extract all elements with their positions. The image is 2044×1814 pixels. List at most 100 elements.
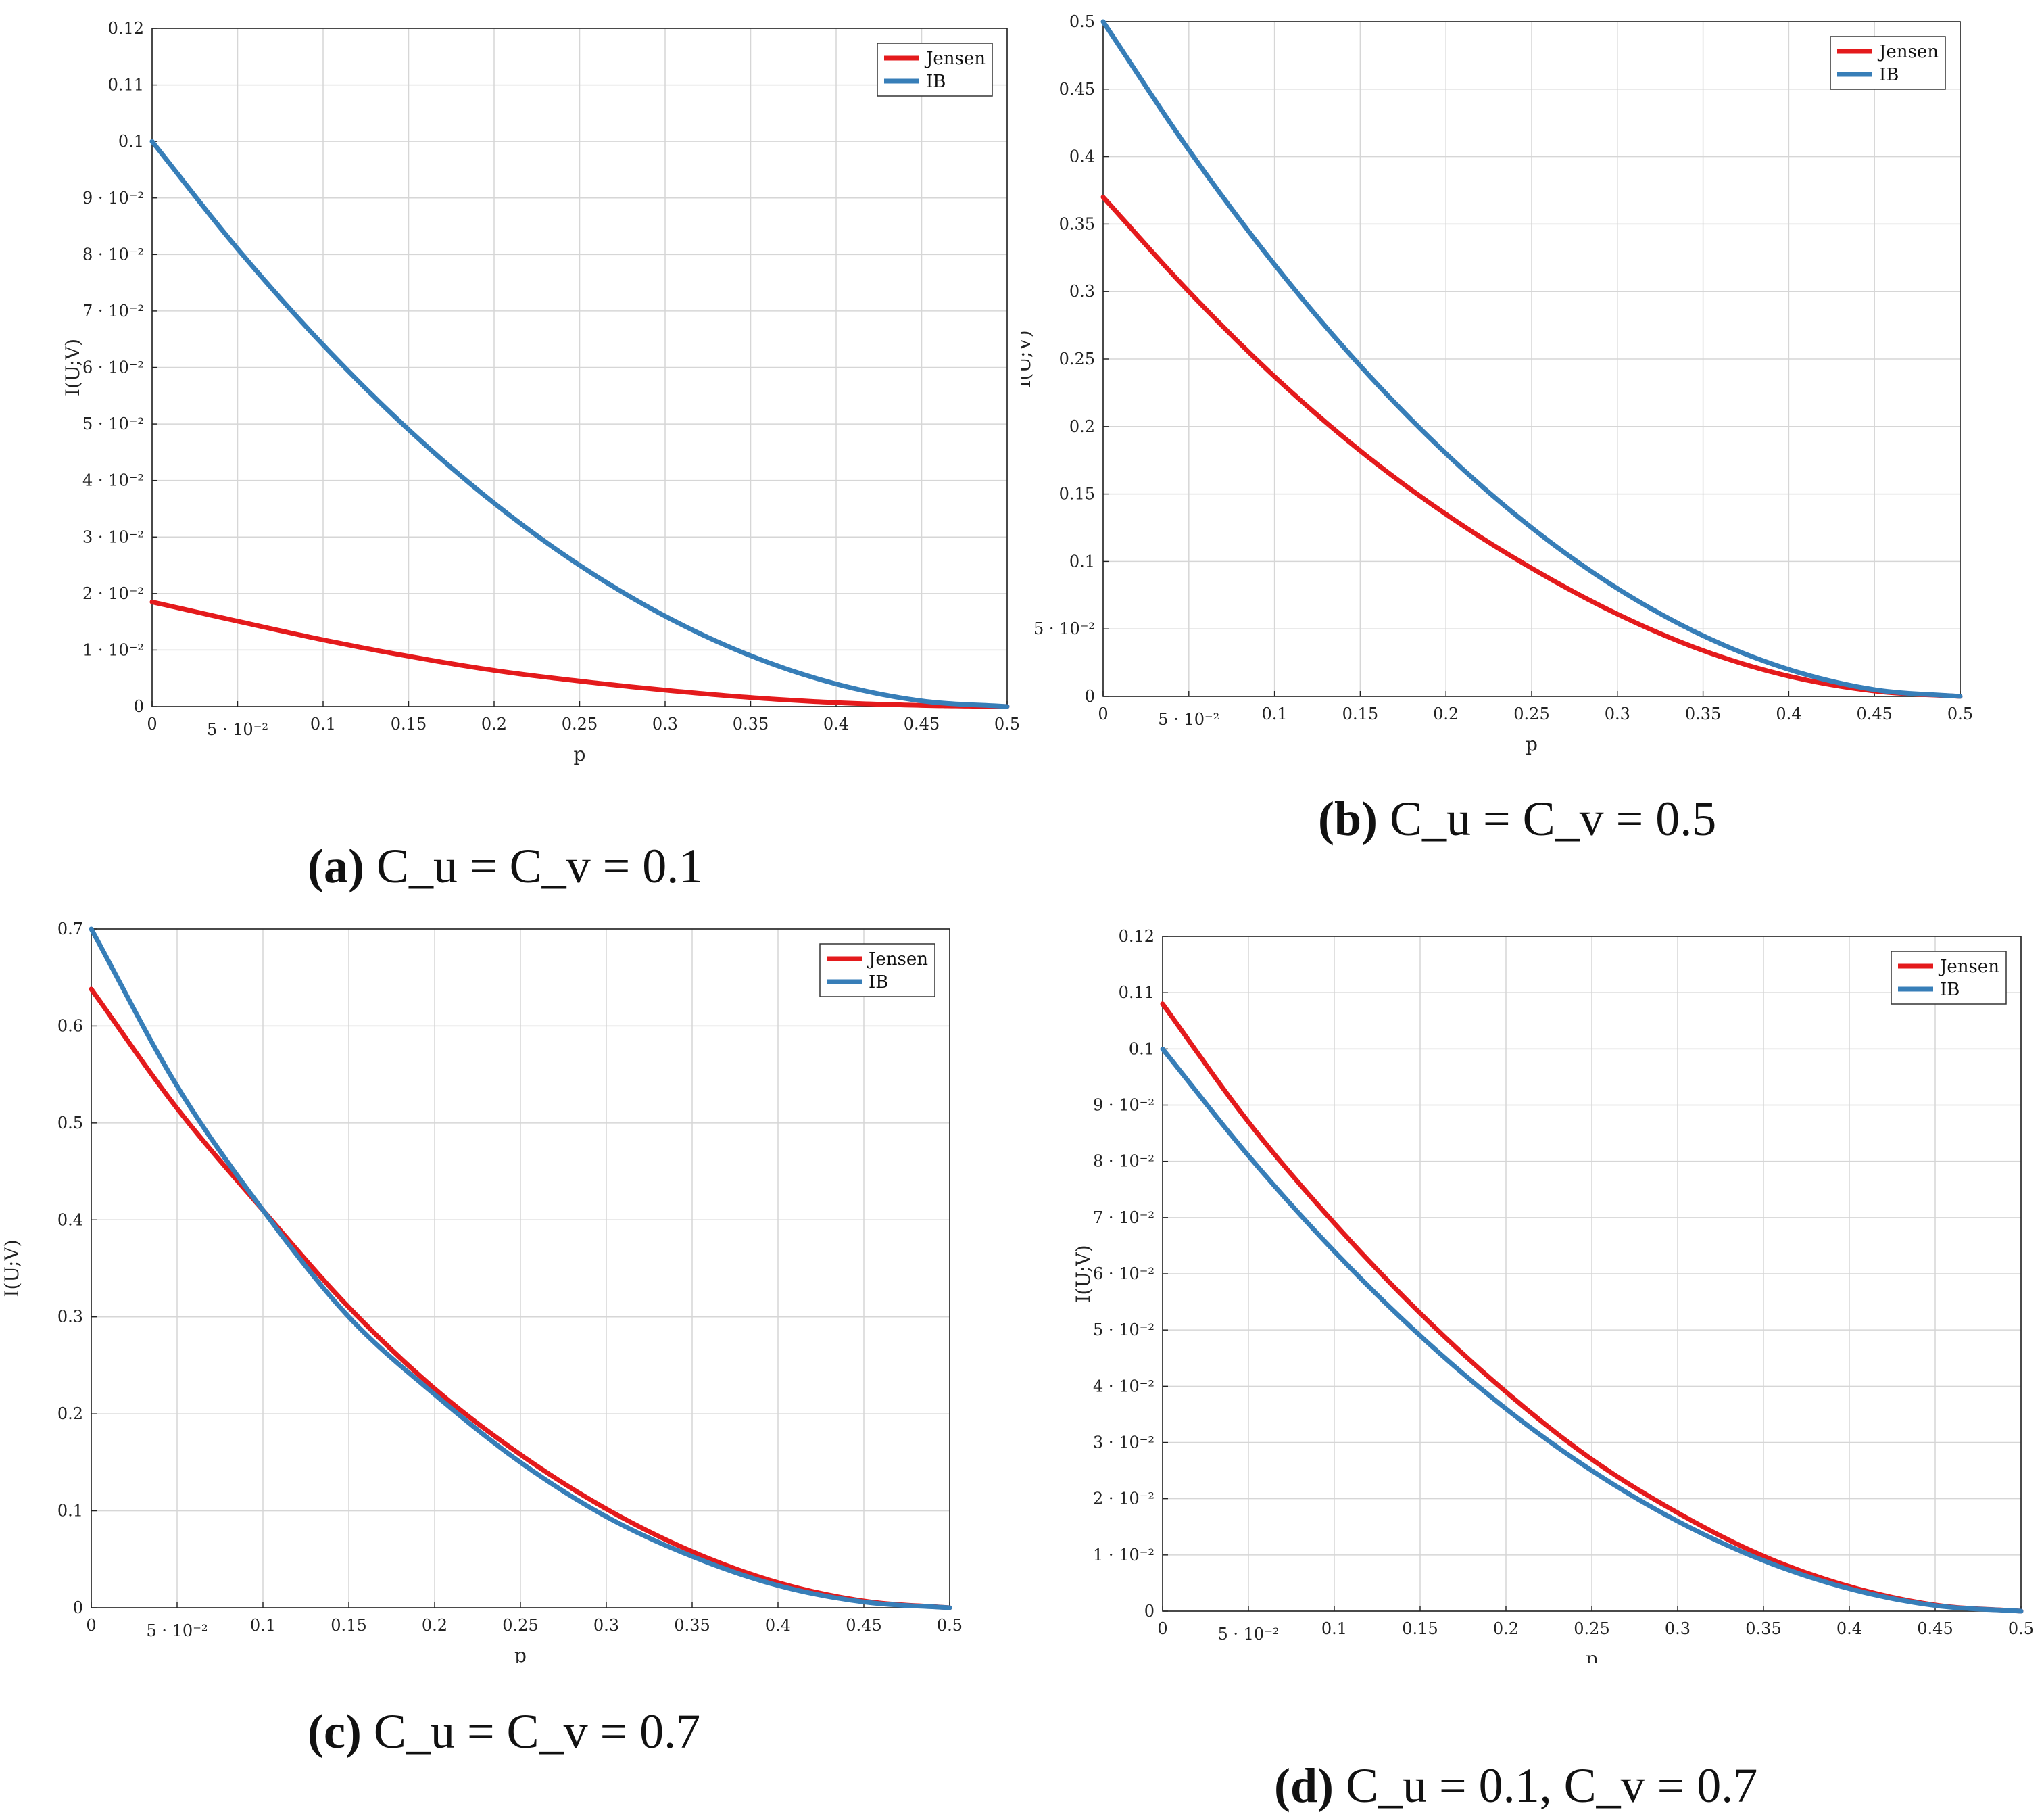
caption-text: C_u = 0.1, C_v = 0.7 <box>1346 1759 1758 1813</box>
x-tick-label: 0.2 <box>422 1616 447 1635</box>
caption-a: (a) C_u = C_v = 0.1 <box>308 838 703 894</box>
x-tick-label: 0.45 <box>1856 705 1892 723</box>
legend-label-ib: IB <box>869 972 888 993</box>
y-tick-label: 0.4 <box>57 1210 83 1229</box>
series-line-ib <box>1160 1046 2024 1614</box>
x-tick-label: 0.4 <box>1836 1619 1862 1638</box>
y-tick-label: 0.11 <box>108 76 144 95</box>
x-tick-label: 0.25 <box>562 715 598 734</box>
y-tick-label: 0.5 <box>57 1114 83 1132</box>
y-axis-label: I(U;V) <box>1021 330 1035 387</box>
caption-letter: (b) <box>1318 792 1378 846</box>
x-tick-label: 0 <box>147 715 157 734</box>
x-axis-label: p <box>514 1644 527 1663</box>
x-tick-label: 5 · 10⁻² <box>207 720 268 739</box>
x-tick-label: 0.15 <box>1342 705 1378 723</box>
y-tick-label: 3 · 10⁻² <box>82 527 144 546</box>
y-tick-label: 5 · 10⁻² <box>1033 619 1095 638</box>
x-tick-label: 0.5 <box>994 715 1020 734</box>
series-line-ib <box>149 139 1010 709</box>
legend-label-ib: IB <box>1940 980 1960 1000</box>
caption-c: (c) C_u = C_v = 0.7 <box>308 1704 700 1760</box>
x-tick-label: 0.25 <box>502 1616 538 1635</box>
y-tick-label: 6 · 10⁻² <box>1093 1264 1154 1283</box>
x-tick-label: 0.1 <box>310 715 336 734</box>
x-tick-label: 0.15 <box>1402 1619 1438 1638</box>
series-line-ib <box>1100 19 1963 699</box>
legend-label-jensen: Jensen <box>1877 42 1939 62</box>
legend-label-ib: IB <box>926 72 946 92</box>
y-tick-label: 5 · 10⁻² <box>1093 1320 1154 1339</box>
x-tick-label: 0.4 <box>823 715 849 734</box>
grid <box>91 928 950 1608</box>
y-tick-label: 0.1 <box>57 1502 83 1521</box>
series-line-jensen <box>1100 194 1963 699</box>
x-tick-label: 0.35 <box>674 1616 710 1635</box>
y-axis-label: I(U;V) <box>62 339 84 396</box>
x-tick-label: 0.35 <box>1685 705 1721 723</box>
x-tick-label: 0.25 <box>1574 1619 1609 1638</box>
x-tick-label: 0.3 <box>1665 1619 1690 1638</box>
y-tick-label: 6 · 10⁻² <box>82 358 144 377</box>
x-tick-label: 0.3 <box>593 1616 619 1635</box>
x-tick-label: 5 · 10⁻² <box>1218 1625 1280 1644</box>
caption-d: (d) C_u = 0.1, C_v = 0.7 <box>1274 1758 1757 1814</box>
y-tick-label: 0.25 <box>1059 350 1095 368</box>
y-tick-label: 0.1 <box>118 132 144 151</box>
x-tick-label: 0 <box>1098 705 1108 723</box>
y-tick-label: 0 <box>73 1598 83 1617</box>
y-tick-label: 0.3 <box>57 1308 83 1327</box>
y-tick-label: 9 · 10⁻² <box>82 189 144 208</box>
y-tick-label: 9 · 10⁻² <box>1093 1096 1154 1115</box>
x-tick-label: 0 <box>1157 1619 1167 1638</box>
x-tick-label: 0.1 <box>1262 705 1288 723</box>
legend-label-jensen: Jensen <box>867 949 928 970</box>
y-tick-label: 1 · 10⁻² <box>82 640 144 659</box>
y-tick-label: 0.1 <box>1069 552 1095 571</box>
x-tick-label: 0.1 <box>1321 1619 1347 1638</box>
y-tick-label: 0.11 <box>1119 983 1154 1002</box>
chart-a: 0 5 · 10⁻² 0.1 0.15 0.2 0.25 0.3 0.35 0.4 0.45 0.5… <box>62 19 1020 765</box>
x-tick-label: 0.2 <box>1433 705 1459 723</box>
x-axis-label: p <box>1526 733 1538 755</box>
y-tick-label: 0.15 <box>1059 485 1095 504</box>
y-tick-label: 0.3 <box>1069 282 1095 301</box>
x-tick-label: 0.45 <box>904 715 940 734</box>
y-axis-label: I(U;V) <box>1072 1245 1094 1302</box>
x-tick-label: 0.15 <box>331 1616 366 1635</box>
grid <box>1162 936 2022 1612</box>
legend-box <box>877 43 993 97</box>
x-tick-label: 0.45 <box>846 1616 881 1635</box>
y-tick-label: 4 · 10⁻² <box>82 471 144 490</box>
series-line-jensen <box>149 599 1010 709</box>
y-tick-label: 5 · 10⁻² <box>82 414 144 433</box>
caption-b: (b) C_u = C_v = 0.5 <box>1318 791 1716 847</box>
x-tick-label: 0.1 <box>250 1616 276 1635</box>
chart-c: 0 5 · 10⁻² 0.1 0.15 0.2 0.25 0.3 0.35 0.4 0.45 0.5… <box>1 920 963 1663</box>
x-tick-label: 0.35 <box>733 715 769 734</box>
series-line-ib <box>89 926 952 1610</box>
y-tick-label: 0.12 <box>108 19 144 38</box>
x-tick-label: 5 · 10⁻² <box>1158 710 1219 729</box>
legend-label-jensen: Jensen <box>1938 957 1999 977</box>
y-tick-label: 0 <box>134 697 144 716</box>
y-tick-label: 4 · 10⁻² <box>1093 1377 1154 1395</box>
x-axis-label: p <box>1586 1648 1598 1663</box>
x-tick-label: 0.15 <box>391 715 427 734</box>
y-tick-label: 0.45 <box>1059 80 1095 99</box>
y-tick-label: 7 · 10⁻² <box>82 302 144 320</box>
legend-box <box>1830 36 1946 90</box>
x-tick-label: 0.5 <box>937 1616 963 1635</box>
y-tick-label: 0.12 <box>1119 927 1154 946</box>
y-tick-label: 0.7 <box>57 920 83 938</box>
legend: Jensen IB <box>1891 951 2007 1005</box>
x-tick-label: 5 · 10⁻² <box>147 1621 208 1640</box>
x-tick-label: 0.45 <box>1917 1619 1953 1638</box>
chart-b: 0 5 · 10⁻² 0.1 0.15 0.2 0.25 0.3 0.35 0.4 0.45 0.5… <box>1021 12 1973 755</box>
x-axis-label: p <box>574 743 586 765</box>
y-tick-label: 0.35 <box>1059 214 1095 233</box>
